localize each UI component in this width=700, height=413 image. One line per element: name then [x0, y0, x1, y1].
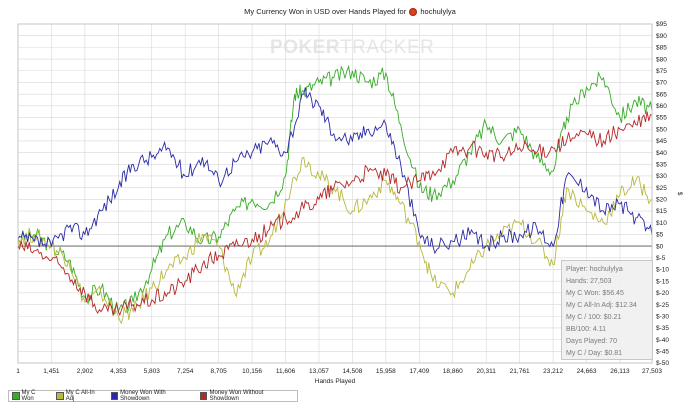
legend-item: My C Won	[12, 390, 47, 402]
y-tick-label: $20	[656, 197, 667, 204]
x-tick-label: 26,113	[610, 368, 630, 375]
legend-swatch	[12, 392, 20, 400]
x-tick-label: 7,254	[177, 368, 194, 375]
x-axis-label: Hands Played	[315, 378, 356, 385]
y-tick-labels: $-50 $-45 $-40 $-35 $-30 $-25 $-20 $-15 $-10 $-5 $…	[656, 21, 669, 367]
y-tick-label: $85	[656, 45, 667, 52]
y-tick-label: $45	[656, 138, 667, 145]
series-line-nonshowdown	[17, 111, 653, 317]
y-tick-label: $55	[656, 115, 667, 122]
x-tick-label: 2,902	[77, 368, 94, 375]
y-tick-label: $25	[656, 185, 667, 192]
y-tick-label: $35	[656, 161, 667, 168]
x-tick-label: 1,451	[43, 368, 60, 375]
y-tick-label: $80	[656, 56, 667, 63]
grid-layer	[17, 23, 653, 364]
chart-title-text: My Currency Won in USD over Hands Played…	[244, 7, 407, 16]
x-tick-label: 23,212	[543, 368, 563, 375]
x-tick-label: 21,761	[510, 368, 530, 375]
stats-row: My C / 100: $0.21	[566, 314, 622, 321]
x-tick-label: 20,311	[477, 368, 497, 375]
x-tick-label: 15,958	[376, 368, 396, 375]
y-tick-label: $-25	[656, 302, 669, 309]
y-tick-label: $0	[656, 243, 664, 250]
legend-label: My C All-In Adj	[65, 390, 95, 402]
y-tick-label: $40	[656, 150, 667, 157]
legend: My C Won My C All-In Adj Money Won With Sh…	[8, 390, 298, 402]
y-tick-label: $95	[656, 21, 667, 28]
x-tick-label: 10,156	[242, 368, 262, 375]
legend-label: My C Won	[21, 390, 36, 402]
stats-row: My C / Day: $0.81	[566, 350, 623, 357]
series-line-showdown	[17, 87, 653, 255]
stats-row: My C All-In Adj: $12.34	[566, 302, 637, 309]
stats-row: Days Played: 70	[566, 338, 617, 345]
y-axis-label: $	[676, 192, 683, 196]
stats-row: BB/100: 4.11	[566, 326, 606, 333]
legend-label: Money Won Without Showdown	[209, 390, 264, 402]
x-tick-label: 11,606	[276, 368, 296, 375]
stats-row: Player: hochulylya	[566, 266, 623, 273]
x-tick-label: 27,503	[642, 368, 662, 375]
x-tick-label: 5,803	[144, 368, 161, 375]
y-tick-label: $-5	[656, 255, 666, 262]
poker-chip-icon	[409, 8, 418, 17]
y-tick-label: $75	[656, 68, 667, 75]
x-tick-label: 13,057	[309, 368, 329, 375]
chart-title-player: hochulylya	[420, 7, 456, 16]
y-tick-label: $-50	[656, 360, 669, 367]
y-tick-label: $-45	[656, 349, 669, 356]
legend-swatch	[199, 392, 208, 400]
y-tick-label: $-30	[656, 313, 669, 320]
chart-title: My Currency Won in USD over Hands Played…	[0, 7, 700, 17]
y-tick-label: $5	[656, 232, 664, 239]
legend-item: Money Won With Showdown	[110, 390, 191, 402]
legend-swatch	[56, 392, 64, 400]
x-tick-label: 17,409	[409, 368, 429, 375]
stats-panel: Player: hochulylya Hands: 27,503 My C Won:…	[561, 260, 653, 360]
x-tick-labels: 1 1,451 2,902 4,353 5,803 7,254 8,705 10,156 11,…	[16, 368, 662, 375]
y-tick-label: $-35	[656, 325, 669, 332]
y-tick-label: $-15	[656, 278, 669, 285]
x-tick-label: 18,860	[443, 368, 463, 375]
y-tick-label: $65	[656, 91, 667, 98]
x-tick-label: 14,508	[342, 368, 362, 375]
y-tick-label: $60	[656, 103, 667, 110]
series-line-won	[17, 64, 653, 315]
x-tick-label: 24,663	[577, 368, 597, 375]
legend-item: My C All-In Adj	[56, 390, 101, 402]
plot-border	[17, 23, 653, 364]
y-tick-label: $15	[656, 208, 667, 215]
stats-row: Hands: 27,503	[566, 278, 612, 285]
y-tick-label: $-10	[656, 267, 669, 274]
x-tick-label: 1	[16, 368, 20, 375]
y-tick-label: $50	[656, 126, 667, 133]
stats-row: My C Won: $56.45	[566, 290, 624, 297]
x-tick-label: 4,353	[110, 368, 127, 375]
x-tick-label: 8,705	[211, 368, 228, 375]
series-layer	[17, 64, 653, 325]
legend-item: Money Won Without Showdown	[199, 390, 288, 402]
legend-label: Money Won With Showdown	[120, 390, 166, 402]
y-tick-label: $70	[656, 80, 667, 87]
y-tick-label: $30	[656, 173, 667, 180]
y-tick-label: $-40	[656, 337, 669, 344]
y-tick-label: $-20	[656, 290, 669, 297]
legend-swatch	[110, 392, 119, 400]
y-tick-label: $10	[656, 220, 667, 227]
y-tick-label: $90	[656, 33, 667, 40]
